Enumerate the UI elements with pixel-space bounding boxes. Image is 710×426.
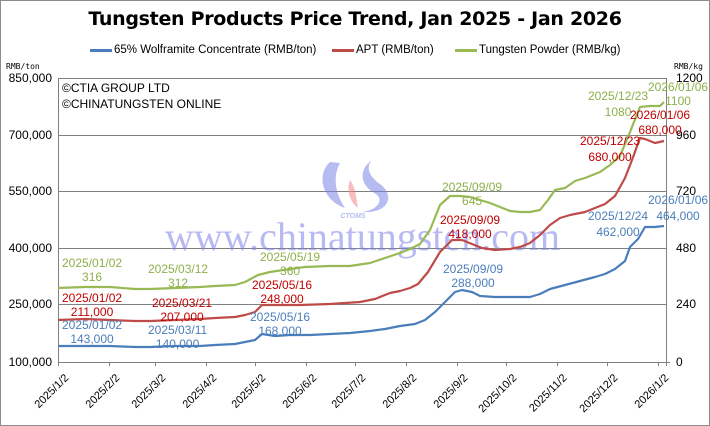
annotation-date: 2025/01/02 [62, 318, 123, 332]
annotation-date: 2025/03/12 [148, 262, 209, 276]
legend-label: Tungsten Powder (RMB/kg) [479, 44, 621, 56]
annotation-apt: 2026/01/06 680,000 [630, 108, 690, 138]
annotation-value: 248,000 [260, 292, 304, 306]
ctoms-logo-watermark: CTOMS [322, 160, 389, 220]
y-tick-right: 480 [676, 241, 697, 255]
annotation-powder: 2025/12/23 1080 [588, 88, 648, 120]
right-axis-unit: RMB/kg [674, 62, 703, 71]
annotation-value: 360 [280, 264, 301, 278]
annotation-value: 168,000 [258, 324, 302, 338]
annotation-date: 2025/05/19 [260, 250, 321, 264]
annotation-wolframite: 2025/09/09 288,000 [443, 262, 503, 290]
y-tick-right: 0 [676, 355, 683, 369]
y-tick-right: 240 [676, 297, 697, 311]
annotation-value: 462,000 [596, 225, 640, 239]
annotation-value: 680,000 [588, 150, 632, 164]
annotation-wolframite: 2025/05/16 168,000 [250, 310, 310, 338]
annotation-value: 288,000 [451, 276, 495, 290]
annotation-powder: 2025/01/02 316 [62, 256, 122, 284]
annotation-powder: 2025/03/12 312 [148, 262, 208, 290]
annotation-powder: 2025/09/09 645 [442, 180, 502, 208]
chart-title: Tungsten Products Price Trend, Jan 2025 … [88, 8, 622, 30]
y-tick-left: 700,000 [8, 128, 52, 142]
annotation-value: 207,000 [160, 310, 204, 324]
annotation-apt: 2025/01/02 211,000 [62, 291, 122, 319]
y-tick-left: 250,000 [8, 297, 52, 311]
copyright-line-2: ©CHINATUNGSTEN ONLINE [62, 97, 222, 111]
y-tick-left: 100,000 [8, 355, 52, 369]
series-line-wolframite [58, 224, 665, 349]
annotation-date: 2025/12/24 [588, 209, 649, 223]
legend: 65% Wolframite Concentrate (RMB/ton) APT… [0, 44, 710, 60]
annotation-wolframite: 2025/03/11 140,000 [148, 323, 207, 351]
annotation-date: 2025/05/16 [250, 310, 311, 324]
annotation-date: 2025/12/23 [580, 134, 641, 148]
annotation-wolframite: 2026/01/06 464,000 [648, 192, 708, 224]
annotation-date: 2025/09/09 [440, 213, 501, 227]
y-tick-right: 720 [676, 184, 697, 198]
annotation-value: 464,000 [656, 209, 700, 223]
y-tick-right: 1200 [676, 71, 703, 85]
annotation-date: 2025/05/16 [252, 278, 313, 292]
legend-label: 65% Wolframite Concentrate (RMB/ton) [114, 44, 317, 56]
annotation-apt: 2025/03/21 207,000 [152, 296, 212, 324]
x-tick-marks [109, 362, 670, 366]
series-line-apt [57, 136, 665, 323]
annotation-value: 418,000 [448, 227, 492, 241]
legend-item-powder: Tungsten Powder (RMB/kg) [455, 44, 620, 56]
legend-item-apt: APT (RMB/ton) [332, 44, 434, 56]
annotation-value: 140,000 [155, 337, 200, 351]
annotation-date: 2026/01/06 [648, 80, 709, 94]
annotation-date: 2025/03/21 [152, 296, 213, 310]
annotation-date: 2025/09/09 [442, 180, 503, 194]
annotation-value: 645 [462, 194, 483, 208]
annotation-wolframite: 2025/12/24 462,000 [588, 208, 648, 240]
annotation-value: 312 [168, 276, 189, 290]
copyright-line-1: ©CTIA GROUP LTD [62, 81, 170, 95]
annotation-value: 1080 [604, 105, 632, 119]
annotation-value: 680,000 [638, 123, 682, 137]
svg-text:CTOMS: CTOMS [340, 213, 365, 220]
annotation-value: 1100 [665, 94, 691, 108]
legend-swatch-red [332, 48, 354, 52]
annotation-value: 316 [82, 270, 103, 284]
gridlines [58, 78, 667, 366]
annotation-value: 143,000 [70, 332, 114, 346]
legend-item-wolframite: 65% Wolframite Concentrate (RMB/ton) [90, 44, 316, 56]
legend-swatch-green [455, 48, 477, 52]
annotation-value: 211,000 [70, 305, 114, 319]
annotation-date: 2025/01/02 [62, 291, 123, 305]
y-tick-left: 400,000 [8, 241, 52, 255]
annotation-powder: 2025/05/19 360 [260, 250, 320, 278]
left-axis-unit: RMB/ton [6, 62, 40, 71]
annotation-date: 2025/01/02 [62, 256, 123, 270]
annotation-date: 2025/09/09 [443, 262, 504, 276]
y-tick-left: 550,000 [8, 184, 52, 198]
annotation-apt: 2025/05/16 248,000 [252, 278, 312, 306]
annotation-apt: 2025/09/09 418,000 [440, 213, 500, 241]
annotation-wolframite: 2025/01/02 143,000 [62, 318, 122, 346]
annotation-date: 2025/12/23 [588, 89, 649, 103]
annotation-date: 2026/01/06 [630, 108, 691, 122]
series-line-powder [57, 101, 665, 291]
y-tick-right: 960 [676, 128, 697, 142]
annotation-powder: 2026/01/06 1100 [648, 80, 708, 108]
legend-swatch-blue [90, 48, 112, 52]
annotation-apt: 2025/12/23 680,000 [580, 133, 640, 165]
annotation-date: 2026/01/06 [648, 193, 709, 207]
y-tick-left: 850,000 [8, 71, 52, 85]
legend-label: APT (RMB/ton) [356, 44, 434, 56]
annotation-date: 2025/03/11 [148, 323, 208, 337]
url-watermark: www.chinatungsten.com [165, 214, 560, 259]
